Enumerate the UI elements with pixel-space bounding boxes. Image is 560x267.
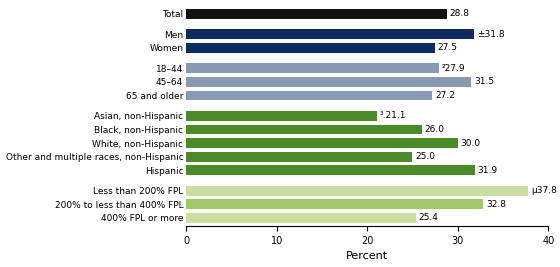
Text: ±31.8: ±31.8 (477, 30, 505, 39)
Text: 25.0: 25.0 (415, 152, 435, 161)
Bar (186, 29, 474, 39)
X-axis label: Percent: Percent (346, 252, 388, 261)
Text: 27.5: 27.5 (438, 43, 458, 52)
Text: 26.0: 26.0 (424, 125, 444, 134)
Text: 30.0: 30.0 (460, 139, 480, 148)
Bar (186, 91, 432, 100)
Text: ²27.9: ²27.9 (441, 64, 465, 73)
Text: ³․21.1: ³․21.1 (380, 111, 407, 120)
Bar (186, 166, 475, 175)
Bar (186, 77, 472, 87)
Bar (186, 111, 377, 121)
Bar (186, 186, 529, 196)
Bar (186, 199, 483, 209)
Bar (186, 9, 447, 19)
Bar (186, 138, 458, 148)
Text: 28.8: 28.8 (450, 9, 470, 18)
Bar (186, 125, 422, 134)
Text: µ37.8: µ37.8 (531, 186, 557, 195)
Text: 31.9: 31.9 (478, 166, 498, 175)
Text: 27.2: 27.2 (435, 91, 455, 100)
Bar (186, 43, 435, 53)
Text: 31.5: 31.5 (474, 77, 494, 86)
Bar (186, 63, 438, 73)
Bar (186, 213, 416, 223)
Bar (186, 152, 413, 162)
Text: 25.4: 25.4 (419, 214, 438, 222)
Text: 32.8: 32.8 (486, 200, 506, 209)
